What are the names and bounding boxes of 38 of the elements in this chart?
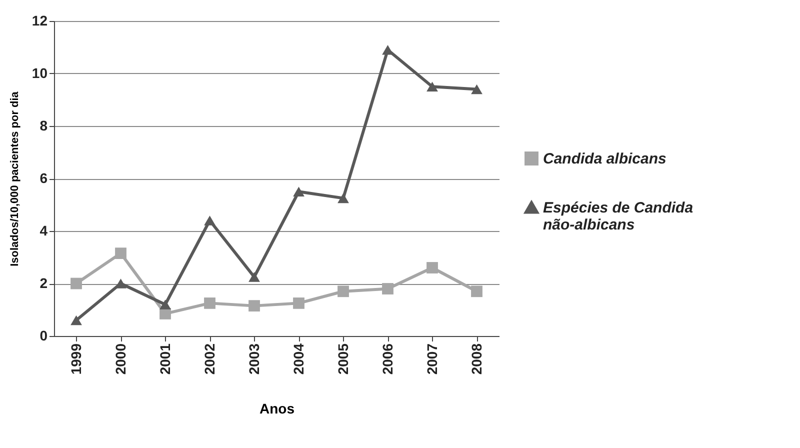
legend-label: Espécies de Candida não-albicans (543, 200, 694, 234)
point (70, 278, 82, 290)
point (204, 216, 216, 226)
x-tick-label: 2006 (379, 343, 396, 375)
point (471, 286, 482, 298)
x-tick-label: 2005 (334, 343, 351, 375)
y-tick-label: 4 (40, 222, 48, 238)
point (70, 315, 82, 326)
x-tick-label: 2003 (246, 343, 262, 375)
point (338, 286, 349, 298)
point (160, 300, 171, 310)
y-tick-label: 12 (32, 12, 48, 28)
y-axis-title: Isolados/10,000 pacientes por dia (8, 90, 21, 266)
x-tick-label: 2008 (468, 343, 484, 375)
point (471, 84, 482, 94)
point (293, 186, 304, 197)
y-tick-label: 10 (32, 65, 48, 81)
y-tick-label: 6 (40, 170, 48, 186)
point (204, 297, 216, 309)
point (248, 272, 260, 282)
y-tick-label: 2 (40, 275, 48, 291)
x-tick-label: 2007 (424, 343, 440, 375)
x-tick-label: 1999 (68, 343, 84, 375)
point (338, 193, 349, 204)
point (115, 248, 126, 260)
point (248, 300, 260, 312)
y-tick-label: 0 (40, 328, 48, 344)
x-tick-label: 2001 (156, 343, 173, 375)
x-tick-label: 2000 (112, 343, 128, 375)
point (293, 297, 304, 309)
x-tick-label: 2004 (290, 343, 306, 375)
y-tick-label: 8 (40, 118, 48, 134)
x-axis-title: Anos (260, 400, 295, 417)
point (426, 82, 438, 92)
point (382, 283, 394, 294)
legend-label: Candida albicans (543, 150, 666, 168)
x-tick-label: 2002 (201, 343, 218, 375)
point (426, 262, 438, 274)
